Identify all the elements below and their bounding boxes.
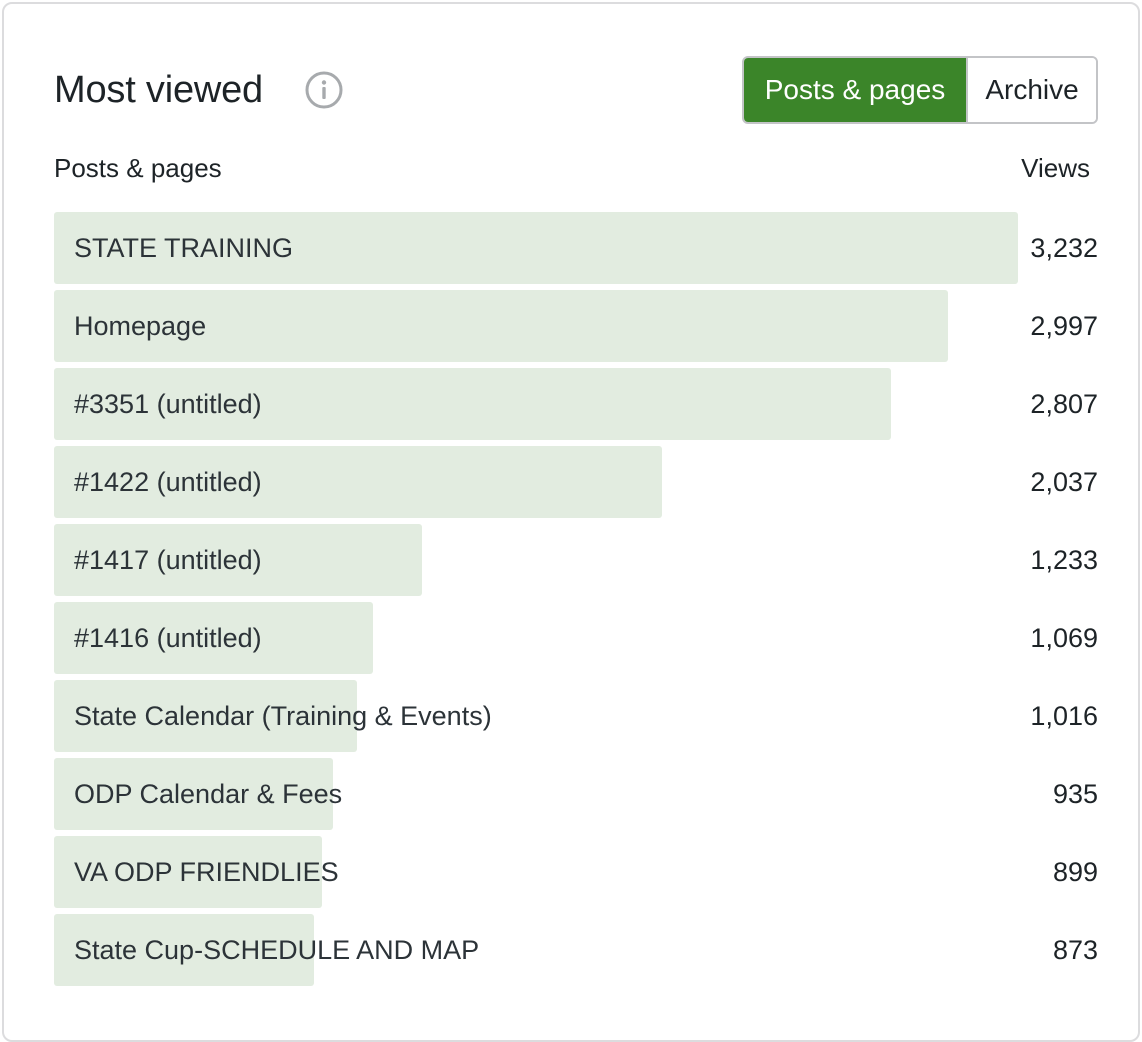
list-item[interactable]: #1417 (untitled) 1,233 bbox=[54, 524, 1098, 596]
most-viewed-list: STATE TRAINING 3,232 Homepage 2,997 #3351 (u… bbox=[54, 212, 1098, 992]
list-item[interactable]: State Calendar (Training & Events) 1,016 bbox=[54, 680, 1098, 752]
list-item[interactable]: #3351 (untitled) 2,807 bbox=[54, 368, 1098, 440]
posts-pages-tab[interactable]: Posts & pages bbox=[744, 58, 966, 122]
item-title[interactable]: #3351 (untitled) bbox=[74, 389, 262, 419]
info-icon[interactable] bbox=[304, 70, 344, 110]
item-title[interactable]: State Calendar (Training & Events) bbox=[74, 701, 492, 731]
list-item[interactable]: #1416 (untitled) 1,069 bbox=[54, 602, 1098, 674]
item-views: 2,807 bbox=[1030, 389, 1098, 419]
item-views: 2,037 bbox=[1030, 467, 1098, 497]
views-bar bbox=[54, 212, 1018, 284]
list-item[interactable]: VA ODP FRIENDLIES 899 bbox=[54, 836, 1098, 908]
views-bar bbox=[54, 680, 357, 752]
list-item[interactable]: ODP Calendar & Fees 935 bbox=[54, 758, 1098, 830]
view-toggle: Posts & pages Archive bbox=[742, 56, 1098, 124]
views-bar bbox=[54, 914, 314, 986]
item-title[interactable]: ODP Calendar & Fees bbox=[74, 779, 343, 809]
views-bar bbox=[54, 602, 373, 674]
item-views: 3,232 bbox=[1030, 233, 1098, 263]
item-views: 899 bbox=[1052, 857, 1098, 887]
item-title[interactable]: Homepage bbox=[74, 311, 207, 341]
views-bar bbox=[54, 368, 891, 440]
item-title[interactable]: VA ODP FRIENDLIES bbox=[74, 857, 339, 887]
item-title[interactable]: #1416 (untitled) bbox=[74, 623, 262, 653]
item-title[interactable]: #1422 (untitled) bbox=[74, 467, 262, 497]
column-header-views: Views bbox=[1021, 153, 1090, 183]
item-title[interactable]: STATE TRAINING bbox=[74, 233, 294, 263]
list-item[interactable]: STATE TRAINING 3,232 bbox=[54, 212, 1098, 284]
views-bar bbox=[54, 446, 662, 518]
item-title[interactable]: State Cup-SCHEDULE AND MAP bbox=[74, 935, 480, 965]
item-views: 873 bbox=[1052, 935, 1098, 965]
views-bar bbox=[54, 290, 948, 362]
item-views: 1,069 bbox=[1030, 623, 1098, 653]
archive-tab[interactable]: Archive bbox=[966, 58, 1096, 122]
item-title[interactable]: #1417 (untitled) bbox=[74, 545, 262, 575]
views-bar bbox=[54, 836, 322, 908]
card-title: Most viewed bbox=[54, 69, 263, 111]
item-views: 1,233 bbox=[1030, 545, 1098, 575]
item-views: 935 bbox=[1052, 779, 1098, 809]
column-header-posts: Posts & pages bbox=[54, 153, 222, 183]
list-item[interactable]: State Cup-SCHEDULE AND MAP 873 bbox=[54, 914, 1098, 986]
item-views: 1,016 bbox=[1030, 701, 1098, 731]
list-item[interactable]: Homepage 2,997 bbox=[54, 290, 1098, 362]
views-bar bbox=[54, 758, 333, 830]
views-bar bbox=[54, 524, 422, 596]
list-item[interactable]: #1422 (untitled) 2,037 bbox=[54, 446, 1098, 518]
item-views: 2,997 bbox=[1030, 311, 1098, 341]
